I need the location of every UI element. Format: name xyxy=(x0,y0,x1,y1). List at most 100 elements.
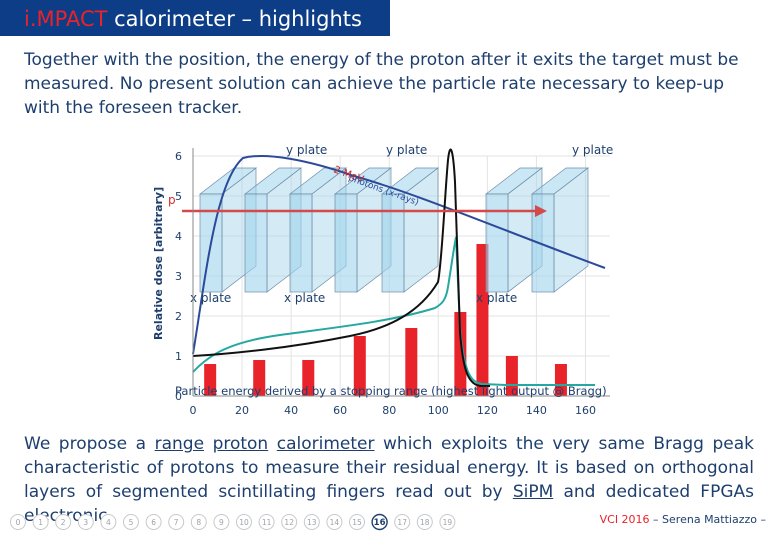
bar xyxy=(204,364,217,396)
x-tick-label: 20 xyxy=(235,404,249,417)
x-tick-label: 60 xyxy=(333,404,347,417)
slide-nav-16[interactable]: 16 xyxy=(371,513,388,531)
bar xyxy=(505,356,518,396)
bar xyxy=(476,244,489,396)
slide-nav-2[interactable]: 2 xyxy=(55,514,72,530)
slide-nav-10[interactable]: 10 xyxy=(236,514,252,530)
svg-text:13: 13 xyxy=(307,518,317,527)
x-tick-label: 0 xyxy=(190,404,197,417)
svg-text:16: 16 xyxy=(374,518,386,528)
y-tick-labels: 0 1 2 3 4 5 6 xyxy=(175,150,182,403)
slide-nav-0[interactable]: 0 xyxy=(10,514,26,530)
slide-nav-9[interactable]: 9 xyxy=(213,514,230,530)
credit-author: – Serena Mattiazzo – xyxy=(649,513,766,526)
svg-text:17: 17 xyxy=(397,518,407,527)
slide-nav-3[interactable]: 3 xyxy=(77,514,94,530)
p2-space-1 xyxy=(204,434,213,454)
proton-symbol: p xyxy=(168,193,176,207)
svg-text:4: 4 xyxy=(106,518,111,527)
credit-event: VCI 2016 xyxy=(599,513,650,526)
p2-text-1: We propose a xyxy=(24,434,155,454)
slide-nav-8[interactable]: 8 xyxy=(190,514,207,530)
svg-text:19: 19 xyxy=(443,518,453,527)
y-tick-label: 5 xyxy=(175,190,182,203)
x-tick-label: 140 xyxy=(526,404,547,417)
y-axis-label: Relative dose [arbitrary] xyxy=(152,187,165,340)
svg-text:6: 6 xyxy=(151,518,156,527)
bragg-peak-figure: y plate y plate y plate x plate x plate … xyxy=(152,143,613,417)
slide-nav-17[interactable]: 17 xyxy=(394,514,411,530)
y-tick-label: 4 xyxy=(175,230,182,243)
bar xyxy=(554,364,567,396)
x-tick-label: 40 xyxy=(284,404,298,417)
slide-nav-19[interactable]: 19 xyxy=(439,514,456,530)
svg-text:1: 1 xyxy=(38,518,43,527)
y-tick-label: 3 xyxy=(175,270,182,283)
intro-paragraph: Together with the position, the energy o… xyxy=(24,50,739,118)
slide-nav-1[interactable]: 1 xyxy=(32,514,49,530)
slide-nav-6[interactable]: 6 xyxy=(145,514,162,530)
x-plate-label-2: x plate xyxy=(284,291,325,305)
proposal-paragraph: We propose a range proton calorimeter wh… xyxy=(24,432,754,528)
plate xyxy=(530,167,590,293)
slide-nav-15[interactable]: 15 xyxy=(349,514,365,530)
bar xyxy=(405,328,418,396)
x-tick-label: 120 xyxy=(477,404,498,417)
calorimeter-link[interactable]: calorimeter xyxy=(276,434,375,454)
x-plate-label-3: x plate xyxy=(476,291,517,305)
x-tick-label: 80 xyxy=(382,404,396,417)
p2-space-2 xyxy=(268,434,277,454)
y-tick-label: 6 xyxy=(175,150,182,163)
slide-title: i.MPACT calorimeter – highlights xyxy=(24,5,362,33)
x-tick-label: 100 xyxy=(428,404,449,417)
plates xyxy=(198,167,590,293)
proton-link[interactable]: proton xyxy=(212,434,269,454)
svg-text:9: 9 xyxy=(219,518,224,527)
slide-nav-14[interactable]: 14 xyxy=(326,514,343,530)
x-tick-labels: 0 20 40 60 80 100 120 140 160 xyxy=(190,404,596,417)
slide-navigator: 0 1 2 3 4 5 6 7 8 9 10 11 12 13 14 15 16 17 18 19 xyxy=(10,513,456,531)
svg-text:0: 0 xyxy=(16,518,21,527)
sipm-link[interactable]: SiPM xyxy=(512,482,554,502)
y-plate-label-1: y plate xyxy=(286,143,327,157)
svg-text:18: 18 xyxy=(420,518,430,527)
y-tick-label: 0 xyxy=(175,390,182,403)
bar xyxy=(302,360,315,396)
arrow-head xyxy=(535,205,547,217)
svg-text:11: 11 xyxy=(262,518,272,527)
title-text: calorimeter – highlights xyxy=(107,7,362,31)
slide-nav-4[interactable]: 4 xyxy=(100,514,117,530)
svg-text:5: 5 xyxy=(129,518,134,527)
slide-nav-5[interactable]: 5 xyxy=(123,514,139,530)
svg-text:8: 8 xyxy=(196,518,201,527)
x-tick-label: 160 xyxy=(575,404,596,417)
photon-dose-curve xyxy=(192,155,606,355)
proton-bragg-curve xyxy=(192,148,490,387)
bar xyxy=(253,360,266,396)
range-link[interactable]: range xyxy=(154,434,205,454)
figure-caption: Particle energy derived by a stopping ra… xyxy=(175,384,607,398)
svg-text:12: 12 xyxy=(284,518,294,527)
plate xyxy=(380,167,440,293)
svg-text:7: 7 xyxy=(174,518,179,527)
y-tick-label: 2 xyxy=(175,310,182,323)
y-tick-label: 1 xyxy=(175,350,182,363)
svg-text:14: 14 xyxy=(330,518,340,527)
slide-nav-13[interactable]: 13 xyxy=(303,514,320,530)
bar xyxy=(353,336,366,396)
y-plate-label-3: y plate xyxy=(572,143,613,157)
slide-nav-12[interactable]: 12 xyxy=(281,514,298,530)
svg-text:2: 2 xyxy=(61,518,66,527)
data-bars xyxy=(204,244,567,396)
slide-nav-18[interactable]: 18 xyxy=(416,514,433,530)
slide-nav-7[interactable]: 7 xyxy=(168,514,185,530)
p2-text-2: which exploits the very same Bragg peak … xyxy=(24,434,755,502)
footer-credit: VCI 2016 – Serena Mattiazzo – xyxy=(600,513,766,526)
svg-text:15: 15 xyxy=(352,518,362,527)
title-accent: i.MPACT xyxy=(24,7,108,31)
slide-nav-11[interactable]: 11 xyxy=(258,514,275,530)
title-bar: i.MPACT calorimeter – highlights xyxy=(0,0,390,36)
x-plate-label-1: x plate xyxy=(190,291,231,305)
svg-text:3: 3 xyxy=(83,518,88,527)
bar xyxy=(454,312,467,396)
